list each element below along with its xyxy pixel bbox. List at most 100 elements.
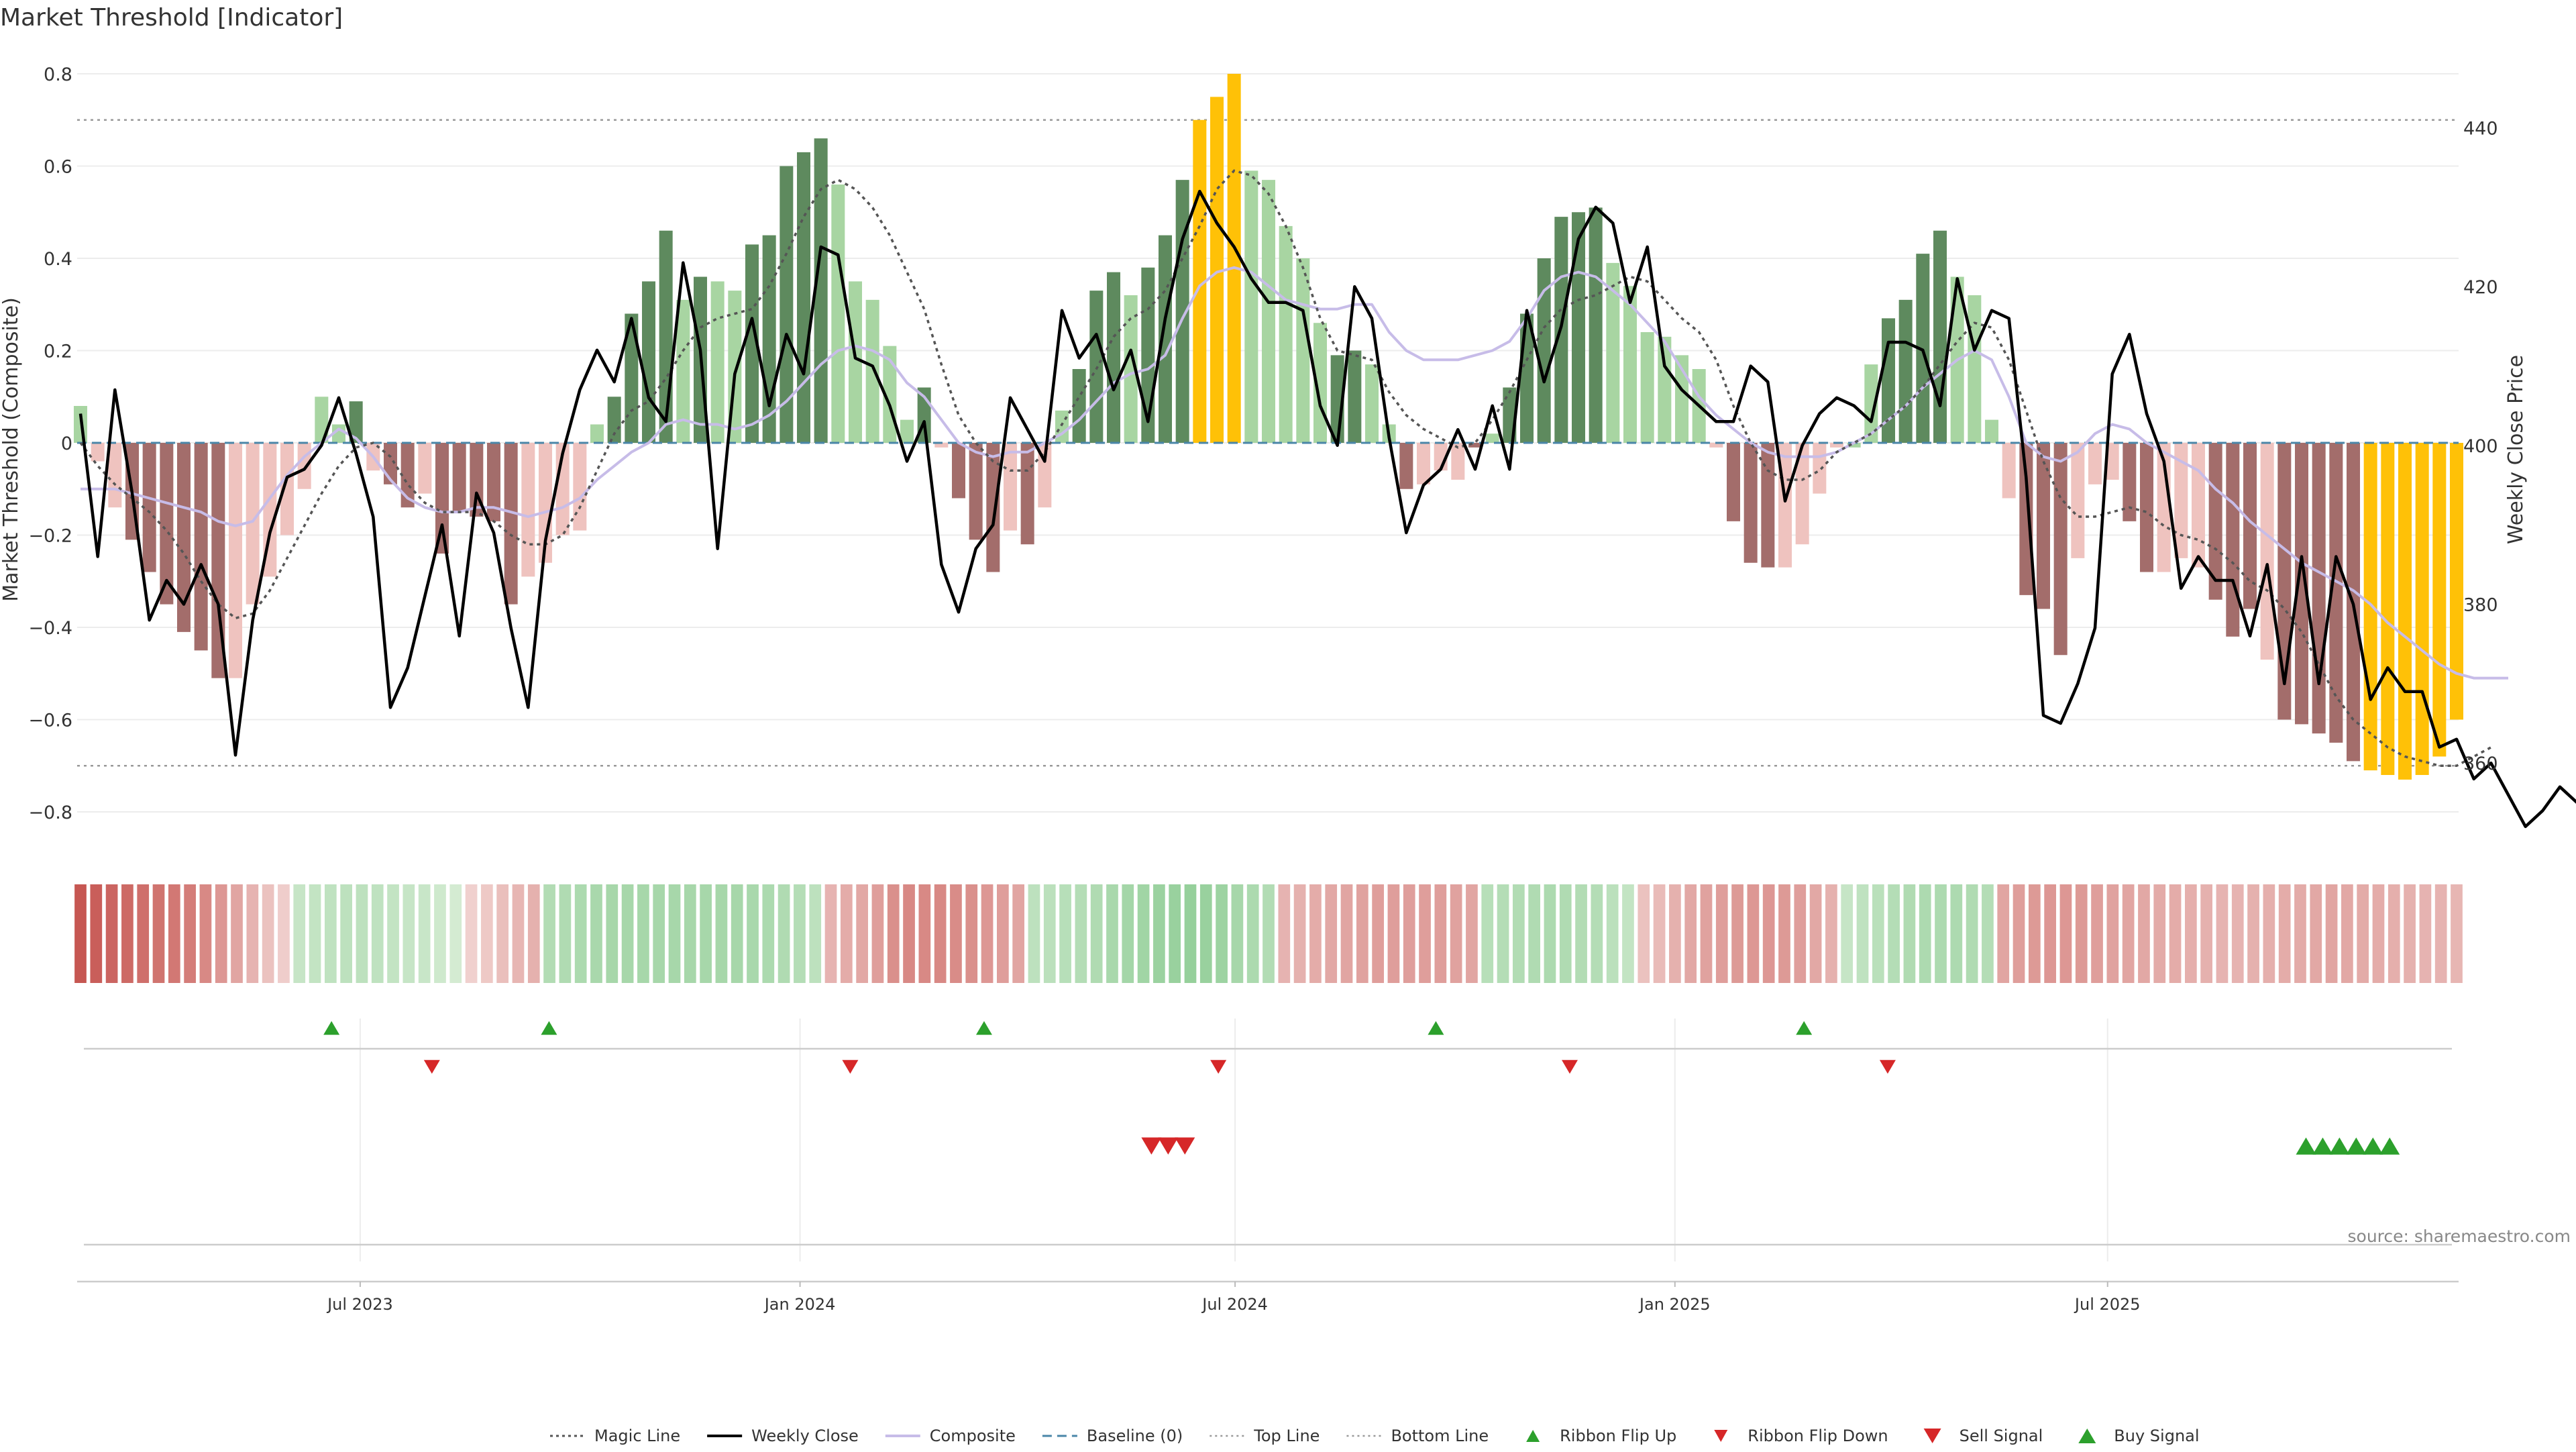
composite-bar <box>2226 443 2240 637</box>
composite-bar <box>1485 433 1499 443</box>
composite-bar <box>1227 74 1241 443</box>
composite-bar <box>848 281 863 443</box>
ribbon-segment <box>152 884 165 983</box>
ribbon-segment <box>1231 884 1244 983</box>
ribbon-flip-up-marker <box>323 1021 340 1035</box>
y2-tick-label: 380 <box>2463 595 2498 616</box>
ribbon-flip-down-marker <box>842 1059 859 1074</box>
ribbon-segment <box>1747 884 1760 983</box>
y-tick-label: 0.8 <box>44 64 72 85</box>
weekly-close-line <box>78 189 2576 829</box>
ribbon-segment <box>1591 884 1603 983</box>
composite-bar <box>1864 364 1878 443</box>
composite-bar <box>1175 180 1189 443</box>
legend-item-buy-signal: Buy Signal <box>2078 1427 2200 1445</box>
y2-tick-label: 420 <box>2463 277 2498 298</box>
ribbon-segment <box>449 884 462 983</box>
ribbon-segment <box>1122 884 1134 983</box>
legend-label: Bottom Line <box>1391 1427 1489 1445</box>
composite-bar <box>780 166 794 443</box>
ribbon-segment <box>1450 884 1462 983</box>
composite-bar <box>521 443 535 577</box>
ribbon-segment <box>293 884 306 983</box>
ribbon-segment <box>1653 884 1666 983</box>
ribbon-segment <box>1356 884 1368 983</box>
composite-bar <box>1709 443 1723 448</box>
ribbon-segment <box>527 884 540 983</box>
ribbon-segment <box>1762 884 1775 983</box>
composite-bar <box>676 299 690 443</box>
composite-bar <box>2294 443 2309 725</box>
ribbon-segment <box>1966 884 1978 983</box>
composite-bar <box>2432 443 2447 757</box>
composite-bar <box>315 397 329 443</box>
legend-item-magic-line: Magic Line <box>550 1427 680 1445</box>
composite-bar <box>2174 443 2188 558</box>
composite-bar <box>1416 443 1431 484</box>
legend-item-baseline: Baseline (0) <box>1042 1427 1183 1445</box>
legend-item-top-line: Top Line <box>1210 1427 1320 1445</box>
ribbon-segment <box>2106 884 2119 983</box>
ribbon-segment <box>2012 884 2025 983</box>
composite-bar <box>2191 443 2206 568</box>
buy-signal-marker <box>2379 1137 2400 1155</box>
ribbon-segment <box>1216 884 1228 983</box>
ribbon-segment <box>184 884 196 983</box>
y-tick-label: 0.6 <box>44 157 72 178</box>
ribbon-segment <box>168 884 180 983</box>
composite-bar <box>900 419 914 443</box>
y-tick-label: −0.2 <box>28 526 72 547</box>
legend-label: Top Line <box>1253 1427 1320 1445</box>
ribbon-segment <box>2216 884 2229 983</box>
ribbon-segment <box>1169 884 1181 983</box>
ribbon-segment <box>231 884 243 983</box>
ribbon-segment <box>465 884 478 983</box>
ribbon-segment <box>2185 884 2197 983</box>
composite-bar <box>1106 272 1121 443</box>
composite-bar <box>641 281 656 443</box>
ribbon-segment <box>1419 884 1431 983</box>
ribbon-segment <box>1075 884 1087 983</box>
ribbon-segment <box>1809 884 1822 983</box>
legend-item-ribbon-flip-up: Ribbon Flip Up <box>1526 1427 1676 1445</box>
ribbon-segment <box>2387 884 2400 983</box>
composite-bar <box>349 401 363 443</box>
composite-bar <box>969 443 983 540</box>
ribbon-segment <box>215 884 227 983</box>
legend-item-bottom-line: Bottom Line <box>1346 1427 1489 1445</box>
x-tick-label: Jul 2025 <box>2074 1295 2141 1314</box>
ribbon-segment <box>1872 884 1884 983</box>
composite-bar <box>1244 170 1258 443</box>
composite-bar <box>2329 443 2343 743</box>
composite-bar <box>1606 262 1620 443</box>
ribbon-segment <box>1888 884 1900 983</box>
composite-bar <box>142 443 156 572</box>
legend-item-ribbon-flip-down: Ribbon Flip Down <box>1714 1427 1888 1445</box>
composite-bar <box>1795 443 1809 545</box>
legend-swatch <box>2078 1429 2096 1443</box>
ribbon-segment <box>1856 884 1869 983</box>
y-axis-label: Market Threshold (Composite) <box>0 297 23 602</box>
y2-tick-label: 400 <box>2463 436 2498 457</box>
ribbon-segment <box>402 884 415 983</box>
composite-bar <box>2053 443 2068 656</box>
ribbon-segment <box>997 884 1009 983</box>
ribbon-segment <box>668 884 681 983</box>
composite-bar <box>934 443 949 448</box>
composite-bar <box>1020 443 1034 545</box>
legend-swatch <box>1526 1430 1540 1442</box>
chart-title: Market Threshold [Indicator] <box>0 4 343 32</box>
ribbon-flip-up-marker <box>1428 1021 1444 1035</box>
ribbon-segment <box>387 884 399 983</box>
composite-bar <box>280 443 294 535</box>
ribbon-segment <box>606 884 619 983</box>
composite-bar <box>331 424 346 443</box>
composite-bar <box>2105 443 2119 480</box>
ribbon-segment <box>2247 884 2259 983</box>
ribbon-segment <box>2153 884 2166 983</box>
composite-bar <box>1640 332 1654 443</box>
buy-signal-marker <box>2329 1137 2350 1155</box>
ribbon-flip-down-marker <box>1210 1059 1227 1074</box>
composite-bar <box>1261 180 1276 443</box>
